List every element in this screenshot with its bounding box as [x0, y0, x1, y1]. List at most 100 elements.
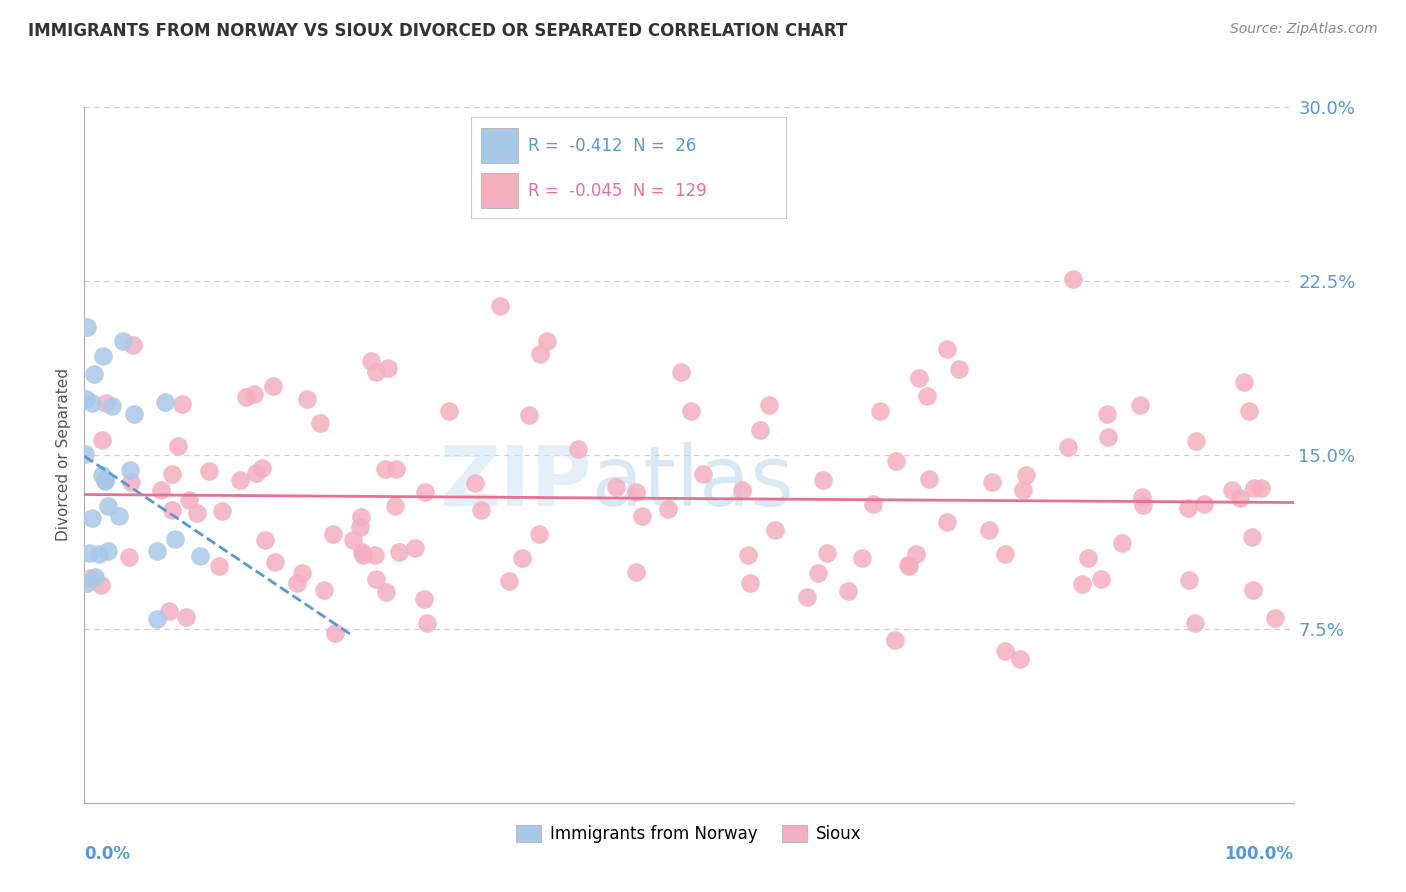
- Point: [366, 572, 388, 586]
- Point: [94, 473, 117, 487]
- Point: [977, 523, 1000, 537]
- Point: [948, 362, 970, 376]
- Point: [83, 367, 105, 381]
- Point: [83, 569, 105, 583]
- Point: [377, 361, 399, 376]
- Point: [352, 549, 374, 563]
- Point: [624, 485, 647, 500]
- Point: [149, 483, 172, 497]
- Point: [146, 544, 169, 558]
- Point: [519, 408, 541, 422]
- Point: [884, 454, 907, 468]
- Point: [177, 493, 200, 508]
- Point: [884, 632, 907, 647]
- Point: [160, 503, 183, 517]
- Point: [1008, 652, 1031, 666]
- Point: [188, 549, 211, 564]
- Point: [796, 590, 818, 604]
- Point: [415, 615, 437, 630]
- Point: [94, 474, 117, 488]
- Point: [1184, 434, 1206, 449]
- Point: [176, 610, 198, 624]
- Point: [1095, 407, 1118, 421]
- Point: [75, 392, 97, 406]
- Point: [75, 447, 97, 461]
- Point: [112, 334, 135, 348]
- Point: [738, 576, 761, 591]
- Point: [253, 533, 276, 547]
- Point: [107, 509, 129, 524]
- Point: [121, 337, 143, 351]
- Point: [157, 604, 180, 618]
- Point: [120, 463, 142, 477]
- Point: [1233, 376, 1256, 390]
- Text: Source: ZipAtlas.com: Source: ZipAtlas.com: [1230, 22, 1378, 37]
- Point: [510, 551, 533, 566]
- Point: [1012, 483, 1035, 498]
- Point: [90, 468, 112, 483]
- Point: [851, 550, 873, 565]
- Point: [314, 582, 336, 597]
- Point: [91, 349, 114, 363]
- Point: [749, 423, 772, 437]
- Point: [309, 416, 332, 430]
- Point: [936, 342, 959, 356]
- Point: [352, 545, 374, 559]
- Point: [374, 584, 396, 599]
- Point: [1097, 430, 1119, 444]
- Point: [229, 473, 252, 487]
- Point: [385, 462, 408, 476]
- Point: [897, 558, 920, 572]
- Point: [763, 524, 786, 538]
- Point: [350, 509, 373, 524]
- Point: [155, 395, 177, 409]
- Legend: Immigrants from Norway, Sioux: Immigrants from Norway, Sioux: [510, 819, 868, 850]
- Point: [1129, 398, 1152, 412]
- Point: [76, 320, 98, 334]
- Point: [869, 404, 891, 418]
- Point: [862, 497, 884, 511]
- Point: [186, 507, 208, 521]
- Point: [1250, 481, 1272, 495]
- Point: [160, 467, 183, 482]
- Point: [464, 475, 486, 490]
- Point: [325, 626, 347, 640]
- Point: [118, 549, 141, 564]
- Point: [994, 644, 1017, 658]
- Point: [904, 547, 927, 561]
- Point: [567, 442, 589, 456]
- Point: [96, 396, 118, 410]
- Point: [198, 464, 221, 478]
- Point: [815, 546, 838, 560]
- Point: [360, 354, 382, 368]
- Point: [77, 546, 100, 560]
- Point: [1264, 611, 1286, 625]
- Point: [908, 371, 931, 385]
- Point: [1077, 551, 1099, 566]
- Point: [529, 346, 551, 360]
- Point: [1062, 272, 1084, 286]
- Point: [1237, 404, 1260, 418]
- Point: [322, 526, 344, 541]
- Point: [366, 365, 388, 379]
- Text: ZIP: ZIP: [440, 442, 592, 524]
- Point: [373, 461, 395, 475]
- Point: [692, 467, 714, 481]
- Point: [349, 520, 371, 534]
- Text: atlas: atlas: [592, 442, 794, 524]
- Point: [208, 558, 231, 573]
- Point: [1243, 481, 1265, 495]
- Point: [737, 548, 759, 562]
- Point: [605, 480, 627, 494]
- Point: [897, 559, 920, 574]
- Point: [243, 387, 266, 401]
- Point: [1057, 441, 1080, 455]
- Point: [87, 547, 110, 561]
- Point: [90, 578, 112, 592]
- Point: [1194, 497, 1216, 511]
- Point: [97, 499, 120, 513]
- Point: [994, 547, 1017, 561]
- Point: [388, 545, 411, 559]
- Point: [252, 460, 274, 475]
- Point: [915, 389, 938, 403]
